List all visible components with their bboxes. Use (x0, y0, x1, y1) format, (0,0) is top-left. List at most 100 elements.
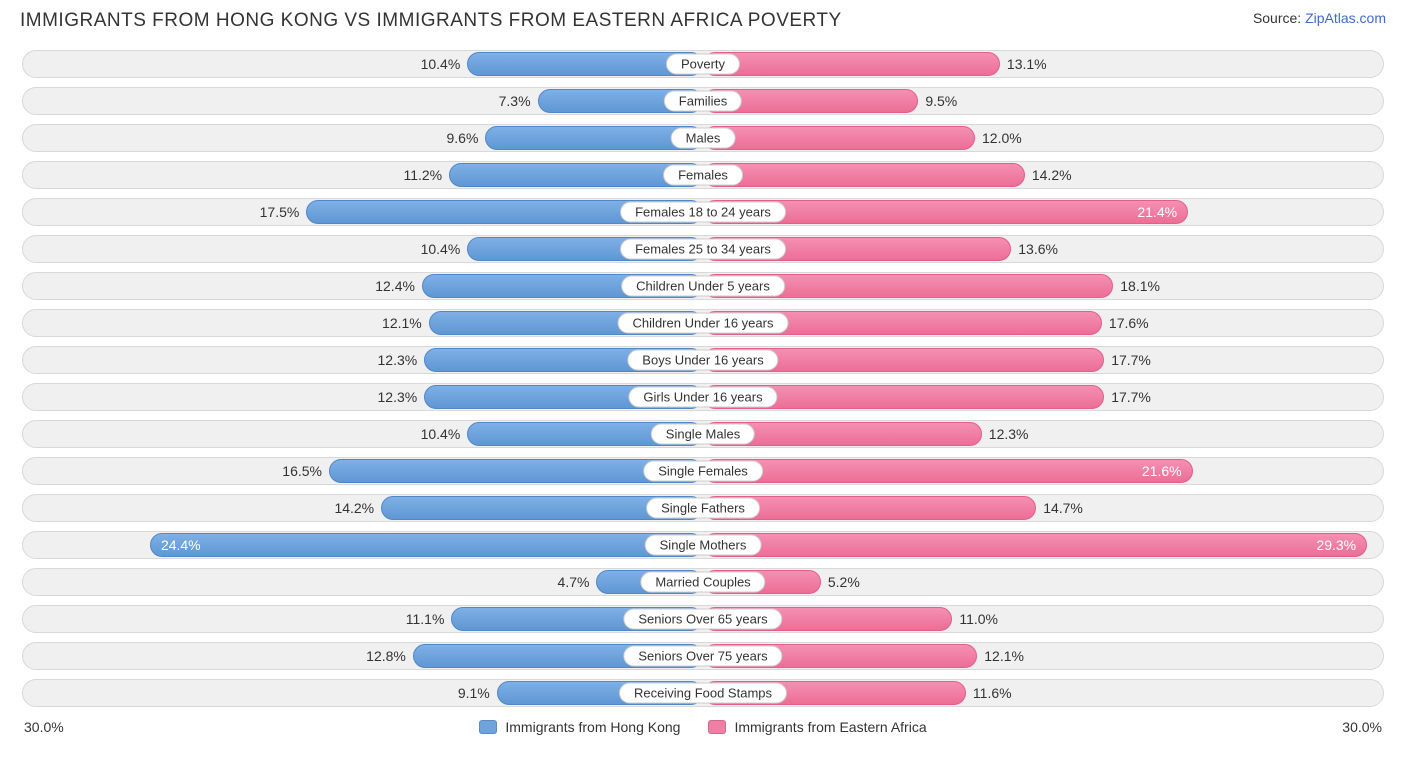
chart-row: 11.2% 14.2% Females (22, 161, 1384, 189)
value-left: 12.3% (378, 389, 418, 405)
source-label: Source: (1253, 10, 1301, 26)
chart-row: 14.2% 14.7% Single Fathers (22, 494, 1384, 522)
row-left-half: 16.5% (23, 458, 703, 484)
row-left-half: 12.1% (23, 310, 703, 336)
category-label: Females 18 to 24 years (620, 202, 786, 223)
value-left: 11.1% (406, 611, 445, 627)
row-right-half: 17.7% (703, 347, 1383, 373)
row-right-half: 13.6% (703, 236, 1383, 262)
value-right: 17.6% (1109, 315, 1149, 331)
chart-row: 16.5% 21.6% Single Females (22, 457, 1384, 485)
chart-row: 11.1% 11.0% Seniors Over 65 years (22, 605, 1384, 633)
value-left: 9.6% (446, 130, 478, 146)
legend-swatch-blue (479, 720, 497, 734)
value-left: 10.4% (421, 426, 461, 442)
chart-row: 12.8% 12.1% Seniors Over 75 years (22, 642, 1384, 670)
value-right: 21.6% (1142, 463, 1182, 479)
row-left-half: 12.3% (23, 384, 703, 410)
chart-row: 9.1% 11.6% Receiving Food Stamps (22, 679, 1384, 707)
chart-row: 17.5% 21.4% Females 18 to 24 years (22, 198, 1384, 226)
category-label: Families (664, 91, 742, 112)
bar-right: 12.0% (703, 126, 975, 150)
row-right-half: 17.7% (703, 384, 1383, 410)
row-left-half: 9.1% (23, 680, 703, 706)
category-label: Females 25 to 34 years (620, 239, 786, 260)
row-right-half: 12.3% (703, 421, 1383, 447)
legend-item-easternafrica: Immigrants from Eastern Africa (708, 719, 926, 735)
chart-header: IMMIGRANTS FROM HONG KONG VS IMMIGRANTS … (20, 10, 1386, 32)
chart-footer: 30.0% Immigrants from Hong Kong Immigran… (20, 719, 1386, 735)
category-label: Girls Under 16 years (628, 387, 777, 408)
value-right: 13.6% (1018, 241, 1058, 257)
chart-rows: 10.4% 13.1% Poverty 7.3% 9.5% Families 9… (20, 50, 1386, 707)
bar-right: 14.2% (703, 163, 1025, 187)
bar-right: 29.3% (703, 533, 1367, 557)
value-right: 17.7% (1111, 389, 1151, 405)
category-label: Poverty (666, 54, 740, 75)
chart-row: 12.1% 17.6% Children Under 16 years (22, 309, 1384, 337)
chart-source: Source: ZipAtlas.com (1253, 10, 1386, 26)
row-left-half: 10.4% (23, 421, 703, 447)
row-left-half: 11.1% (23, 606, 703, 632)
chart-row: 12.3% 17.7% Boys Under 16 years (22, 346, 1384, 374)
category-label: Single Fathers (646, 498, 760, 519)
value-left: 9.1% (458, 685, 490, 701)
row-left-half: 7.3% (23, 88, 703, 114)
value-right: 17.7% (1111, 352, 1151, 368)
legend-label-left: Immigrants from Hong Kong (505, 719, 680, 735)
row-left-half: 17.5% (23, 199, 703, 225)
chart-row: 12.3% 17.7% Girls Under 16 years (22, 383, 1384, 411)
category-label: Seniors Over 75 years (623, 646, 782, 667)
row-left-half: 4.7% (23, 569, 703, 595)
value-left: 10.4% (421, 241, 461, 257)
row-right-half: 21.6% (703, 458, 1383, 484)
value-right: 18.1% (1120, 278, 1160, 294)
row-right-half: 17.6% (703, 310, 1383, 336)
row-left-half: 11.2% (23, 162, 703, 188)
row-left-half: 10.4% (23, 236, 703, 262)
chart-row: 10.4% 12.3% Single Males (22, 420, 1384, 448)
category-label: Single Females (643, 461, 763, 482)
axis-left-max: 30.0% (20, 719, 64, 735)
legend-label-right: Immigrants from Eastern Africa (734, 719, 926, 735)
source-link[interactable]: ZipAtlas.com (1305, 10, 1386, 26)
value-right: 12.1% (984, 648, 1024, 664)
value-right: 14.7% (1043, 500, 1083, 516)
value-left: 12.3% (378, 352, 418, 368)
category-label: Males (671, 128, 736, 149)
chart-row: 12.4% 18.1% Children Under 5 years (22, 272, 1384, 300)
legend-swatch-pink (708, 720, 726, 734)
value-left: 12.4% (375, 278, 415, 294)
category-label: Children Under 16 years (618, 313, 789, 334)
category-label: Seniors Over 65 years (623, 609, 782, 630)
chart-row: 7.3% 9.5% Families (22, 87, 1384, 115)
value-left: 16.5% (282, 463, 322, 479)
value-left: 7.3% (499, 93, 531, 109)
row-left-half: 9.6% (23, 125, 703, 151)
value-right: 14.2% (1032, 167, 1072, 183)
row-right-half: 12.0% (703, 125, 1383, 151)
value-right: 13.1% (1007, 56, 1047, 72)
category-label: Boys Under 16 years (627, 350, 778, 371)
value-right: 9.5% (925, 93, 957, 109)
chart-container: IMMIGRANTS FROM HONG KONG VS IMMIGRANTS … (20, 10, 1386, 735)
category-label: Single Males (651, 424, 755, 445)
row-right-half: 14.7% (703, 495, 1383, 521)
row-right-half: 21.4% (703, 199, 1383, 225)
legend: Immigrants from Hong Kong Immigrants fro… (64, 719, 1343, 735)
row-right-half: 29.3% (703, 532, 1383, 558)
row-left-half: 24.4% (23, 532, 703, 558)
chart-row: 4.7% 5.2% Married Couples (22, 568, 1384, 596)
value-left: 17.5% (260, 204, 300, 220)
value-right: 21.4% (1137, 204, 1177, 220)
value-right: 11.0% (959, 611, 998, 627)
row-right-half: 14.2% (703, 162, 1383, 188)
row-right-half: 5.2% (703, 569, 1383, 595)
chart-row: 10.4% 13.1% Poverty (22, 50, 1384, 78)
value-left: 11.2% (403, 167, 442, 183)
value-right: 12.3% (989, 426, 1029, 442)
row-left-half: 12.3% (23, 347, 703, 373)
row-right-half: 13.1% (703, 51, 1383, 77)
bar-left: 24.4% (150, 533, 703, 557)
row-left-half: 14.2% (23, 495, 703, 521)
